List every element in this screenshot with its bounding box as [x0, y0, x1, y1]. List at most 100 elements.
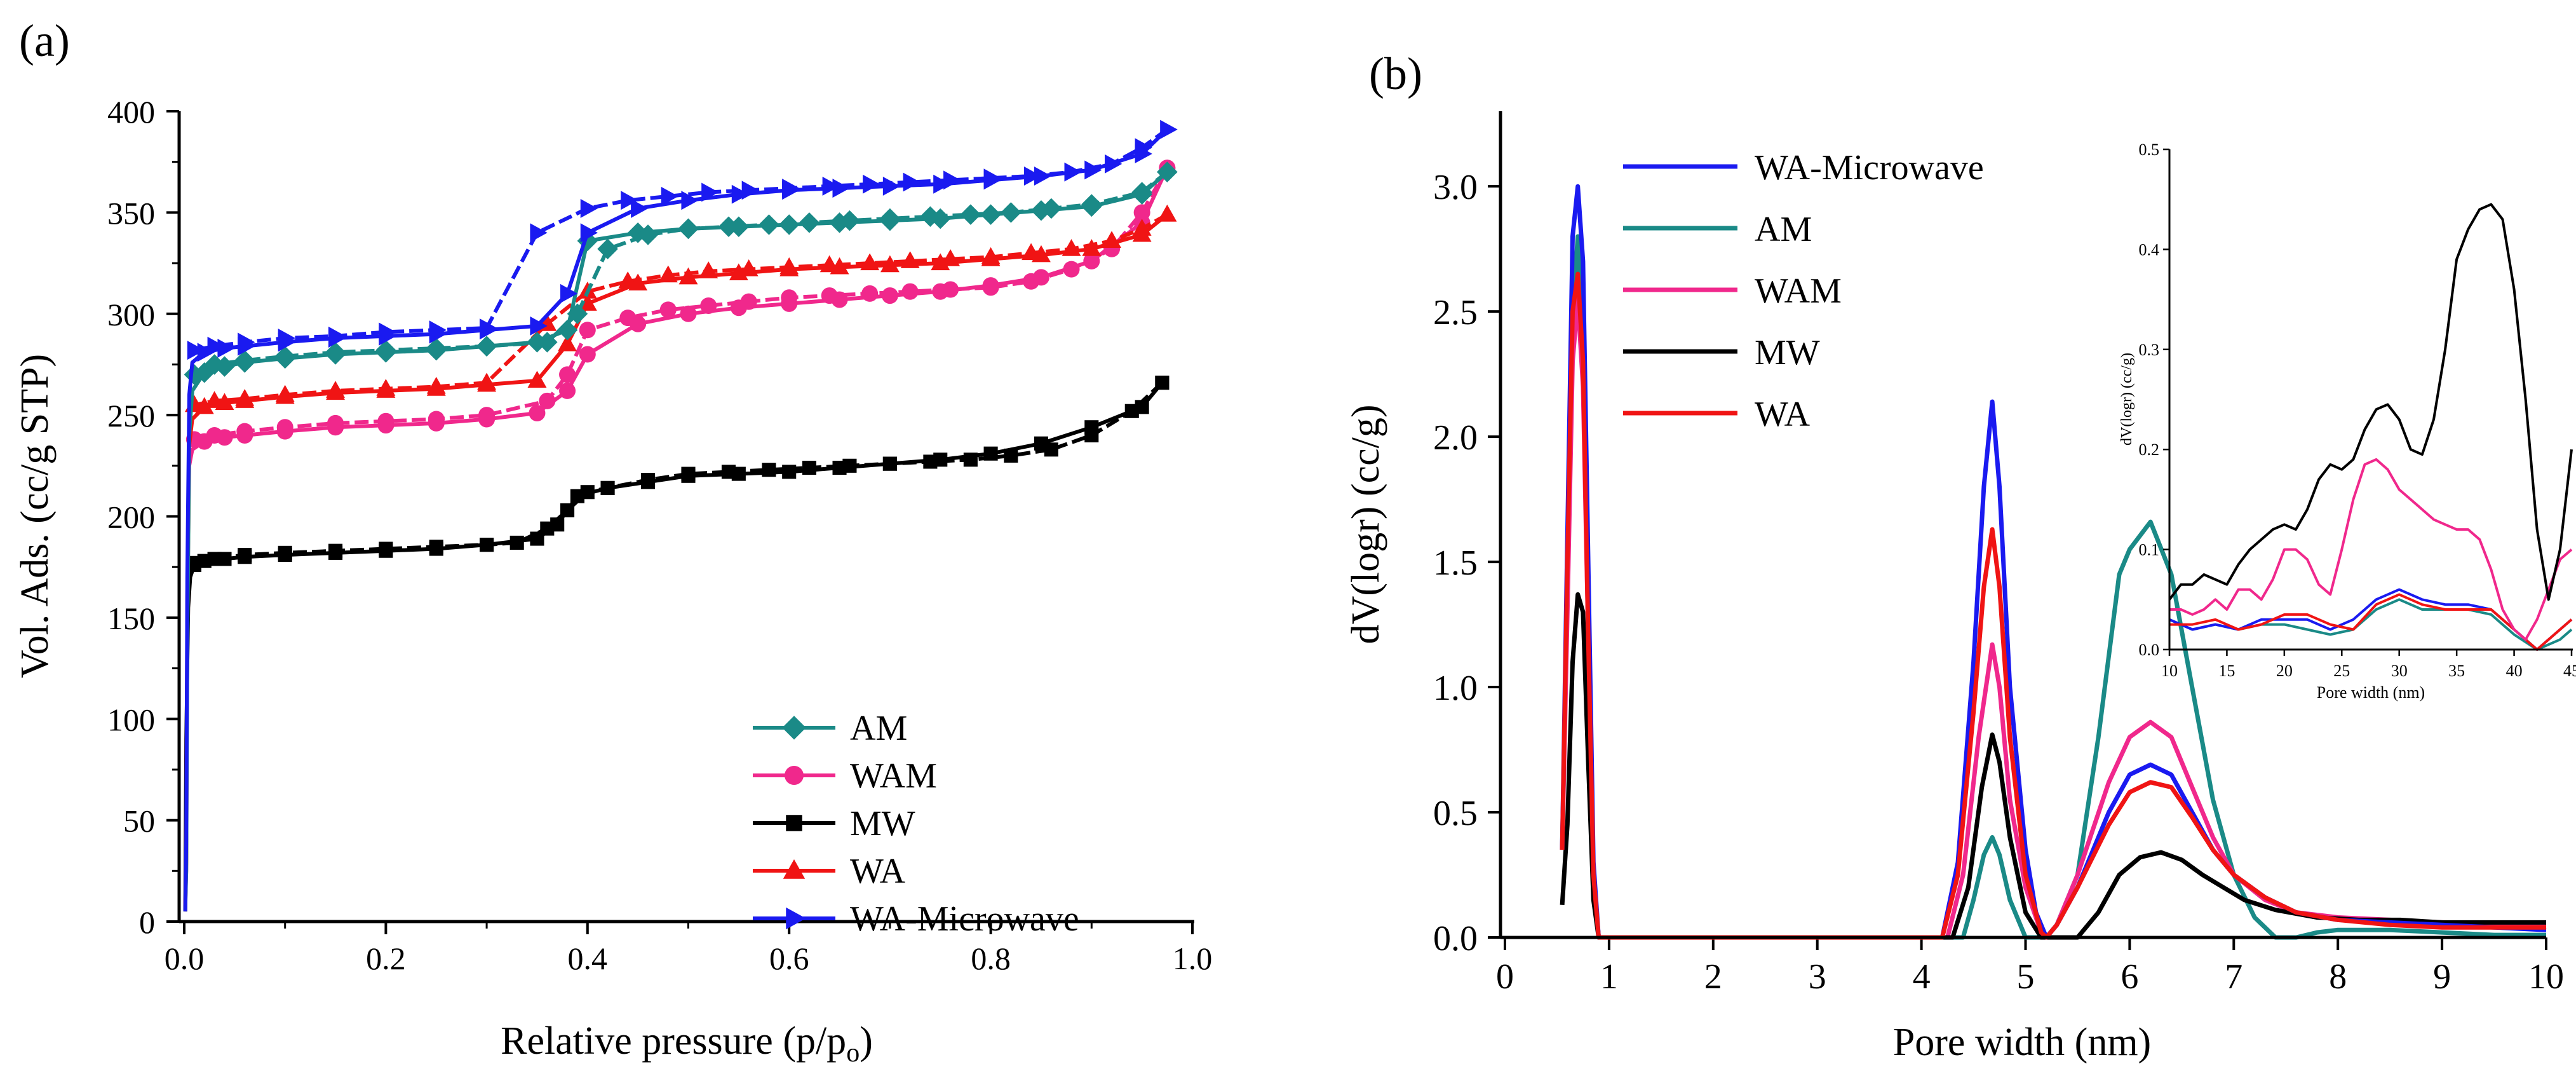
series-wam: [183, 160, 1176, 906]
point-wam: [276, 419, 293, 436]
point-mw: [429, 540, 443, 554]
point-mw: [802, 460, 816, 475]
point-wa-microwave: [1084, 160, 1102, 180]
point-wa-microwave: [983, 168, 1001, 188]
panel-b-inset-chart: 0.0 0.1 0.2 0.3 0.4 0.5 10 15 20 25 30 35 40 45 dV(lo…: [2119, 140, 2576, 702]
point-am: [1001, 202, 1022, 223]
inset-line-wam: [2169, 458, 2573, 641]
point-mw: [1124, 404, 1139, 418]
point-am: [325, 342, 346, 363]
inset-ytick-label: 0.3: [2139, 341, 2160, 359]
point-mw: [1155, 376, 1170, 390]
panel-a-ytick-label: 0: [139, 904, 155, 940]
point-wa: [275, 385, 295, 402]
point-am: [799, 212, 820, 233]
legend-label-mw: MW: [850, 804, 915, 843]
point-mw: [721, 465, 736, 479]
inset-xlabel: Pore width (nm): [2317, 683, 2425, 702]
point-wam: [901, 283, 919, 300]
point-am: [1081, 194, 1102, 215]
panel-b-legend: WA-Microwave AM WAM MW WA: [1623, 148, 1984, 434]
inset-xtick-label: 40: [2506, 662, 2523, 680]
point-wam: [680, 305, 697, 322]
point-wa: [860, 253, 880, 271]
inset-ytick-label: 0.1: [2139, 541, 2160, 559]
point-am: [637, 224, 659, 245]
point-mw: [923, 454, 938, 469]
point-am: [234, 350, 255, 371]
point-wa-microwave: [1034, 167, 1052, 186]
point-wa-microwave: [681, 191, 699, 210]
point-wa-microwave: [278, 329, 295, 348]
point-wam: [619, 310, 637, 327]
point-mw: [1084, 428, 1099, 443]
panel-b-xtick-label: 0: [1496, 957, 1514, 997]
point-mw: [560, 503, 575, 517]
legend-label-b-mw: MW: [1755, 333, 1820, 372]
point-mw: [480, 538, 494, 552]
inset-ylabel: dV(logr) (cc/g): [2119, 353, 2135, 446]
point-wa-microwave: [238, 332, 255, 352]
point-am: [274, 346, 295, 367]
panel-b-xlabel: Pore width (nm): [1893, 1021, 2151, 1064]
point-wa: [981, 247, 1001, 264]
point-mw: [379, 541, 393, 556]
inset-xtick-label: 20: [2276, 662, 2293, 680]
point-wa-microwave: [832, 179, 850, 198]
panel-b-chart: 0.0 0.5 1.0 1.5 2.0 2.5 3.0 0 1 2 3 4 5 6 7 8 9 10 dV(log…: [1344, 111, 2564, 1064]
point-wam: [861, 285, 879, 302]
panel-b-xtick-label: 1: [1600, 957, 1618, 997]
panel-b-xtick-label: 3: [1809, 957, 1826, 997]
point-wa-microwave: [822, 176, 840, 196]
point-wa-microwave: [933, 174, 951, 194]
panel-a-xlabel: Relative pressure (p/po): [501, 1019, 873, 1068]
point-wa-microwave: [1104, 154, 1123, 174]
point-am: [1131, 182, 1152, 203]
point-mw: [983, 446, 998, 461]
legend-label-b-wam: WAM: [1755, 271, 1842, 311]
point-wa: [900, 251, 920, 268]
point-wa-microwave: [882, 176, 901, 196]
point-am: [879, 208, 901, 229]
panel-b-xtick-label: 4: [1913, 957, 1931, 997]
point-wa-microwave: [480, 318, 497, 338]
point-wam: [781, 289, 798, 306]
panel-b-xtick-label: 8: [2329, 957, 2347, 997]
point-wam: [236, 423, 253, 440]
panel-a-ytick-label: 50: [123, 803, 155, 839]
point-wa-microwave: [429, 320, 447, 340]
legend-label-b-am: AM: [1755, 210, 1812, 249]
point-wam: [579, 322, 596, 339]
point-wa: [376, 379, 396, 396]
inset-ytick-label: 0.0: [2139, 641, 2160, 659]
point-wa-microwave: [741, 180, 759, 200]
panel-b-ytick-label: 3.0: [1433, 168, 1478, 207]
point-wa-microwave: [631, 199, 649, 218]
panel-b-ytick-label: 2.0: [1433, 418, 1478, 458]
point-wa-microwave: [207, 336, 225, 356]
panel-a-ytick-label: 100: [107, 702, 155, 737]
point-am: [204, 354, 225, 375]
panel-a-xtick-label: 0.8: [971, 941, 1011, 976]
point-wam: [579, 346, 596, 363]
point-wa-microwave: [1024, 167, 1042, 186]
point-mw: [640, 473, 656, 487]
series-wa: [183, 204, 1177, 912]
panel-a-legend: AM WAM MW WA WA-Microwave: [753, 709, 1079, 939]
line-mw-desorption: [194, 381, 1164, 565]
point-mw: [762, 463, 776, 477]
panel-a-ytick-label: 250: [107, 398, 155, 433]
point-wa-microwave: [943, 170, 961, 190]
point-wa-microwave: [731, 184, 750, 204]
point-wa-microwave: [863, 174, 880, 194]
point-mw: [278, 545, 292, 560]
point-mw: [681, 466, 696, 481]
point-wam: [659, 301, 677, 318]
point-am: [980, 204, 1001, 225]
point-wam: [529, 404, 546, 421]
point-wa-microwave: [328, 326, 346, 346]
psd-line-wam: [1560, 297, 2546, 940]
panel-a-label: (a): [19, 15, 70, 66]
point-am: [537, 332, 558, 353]
